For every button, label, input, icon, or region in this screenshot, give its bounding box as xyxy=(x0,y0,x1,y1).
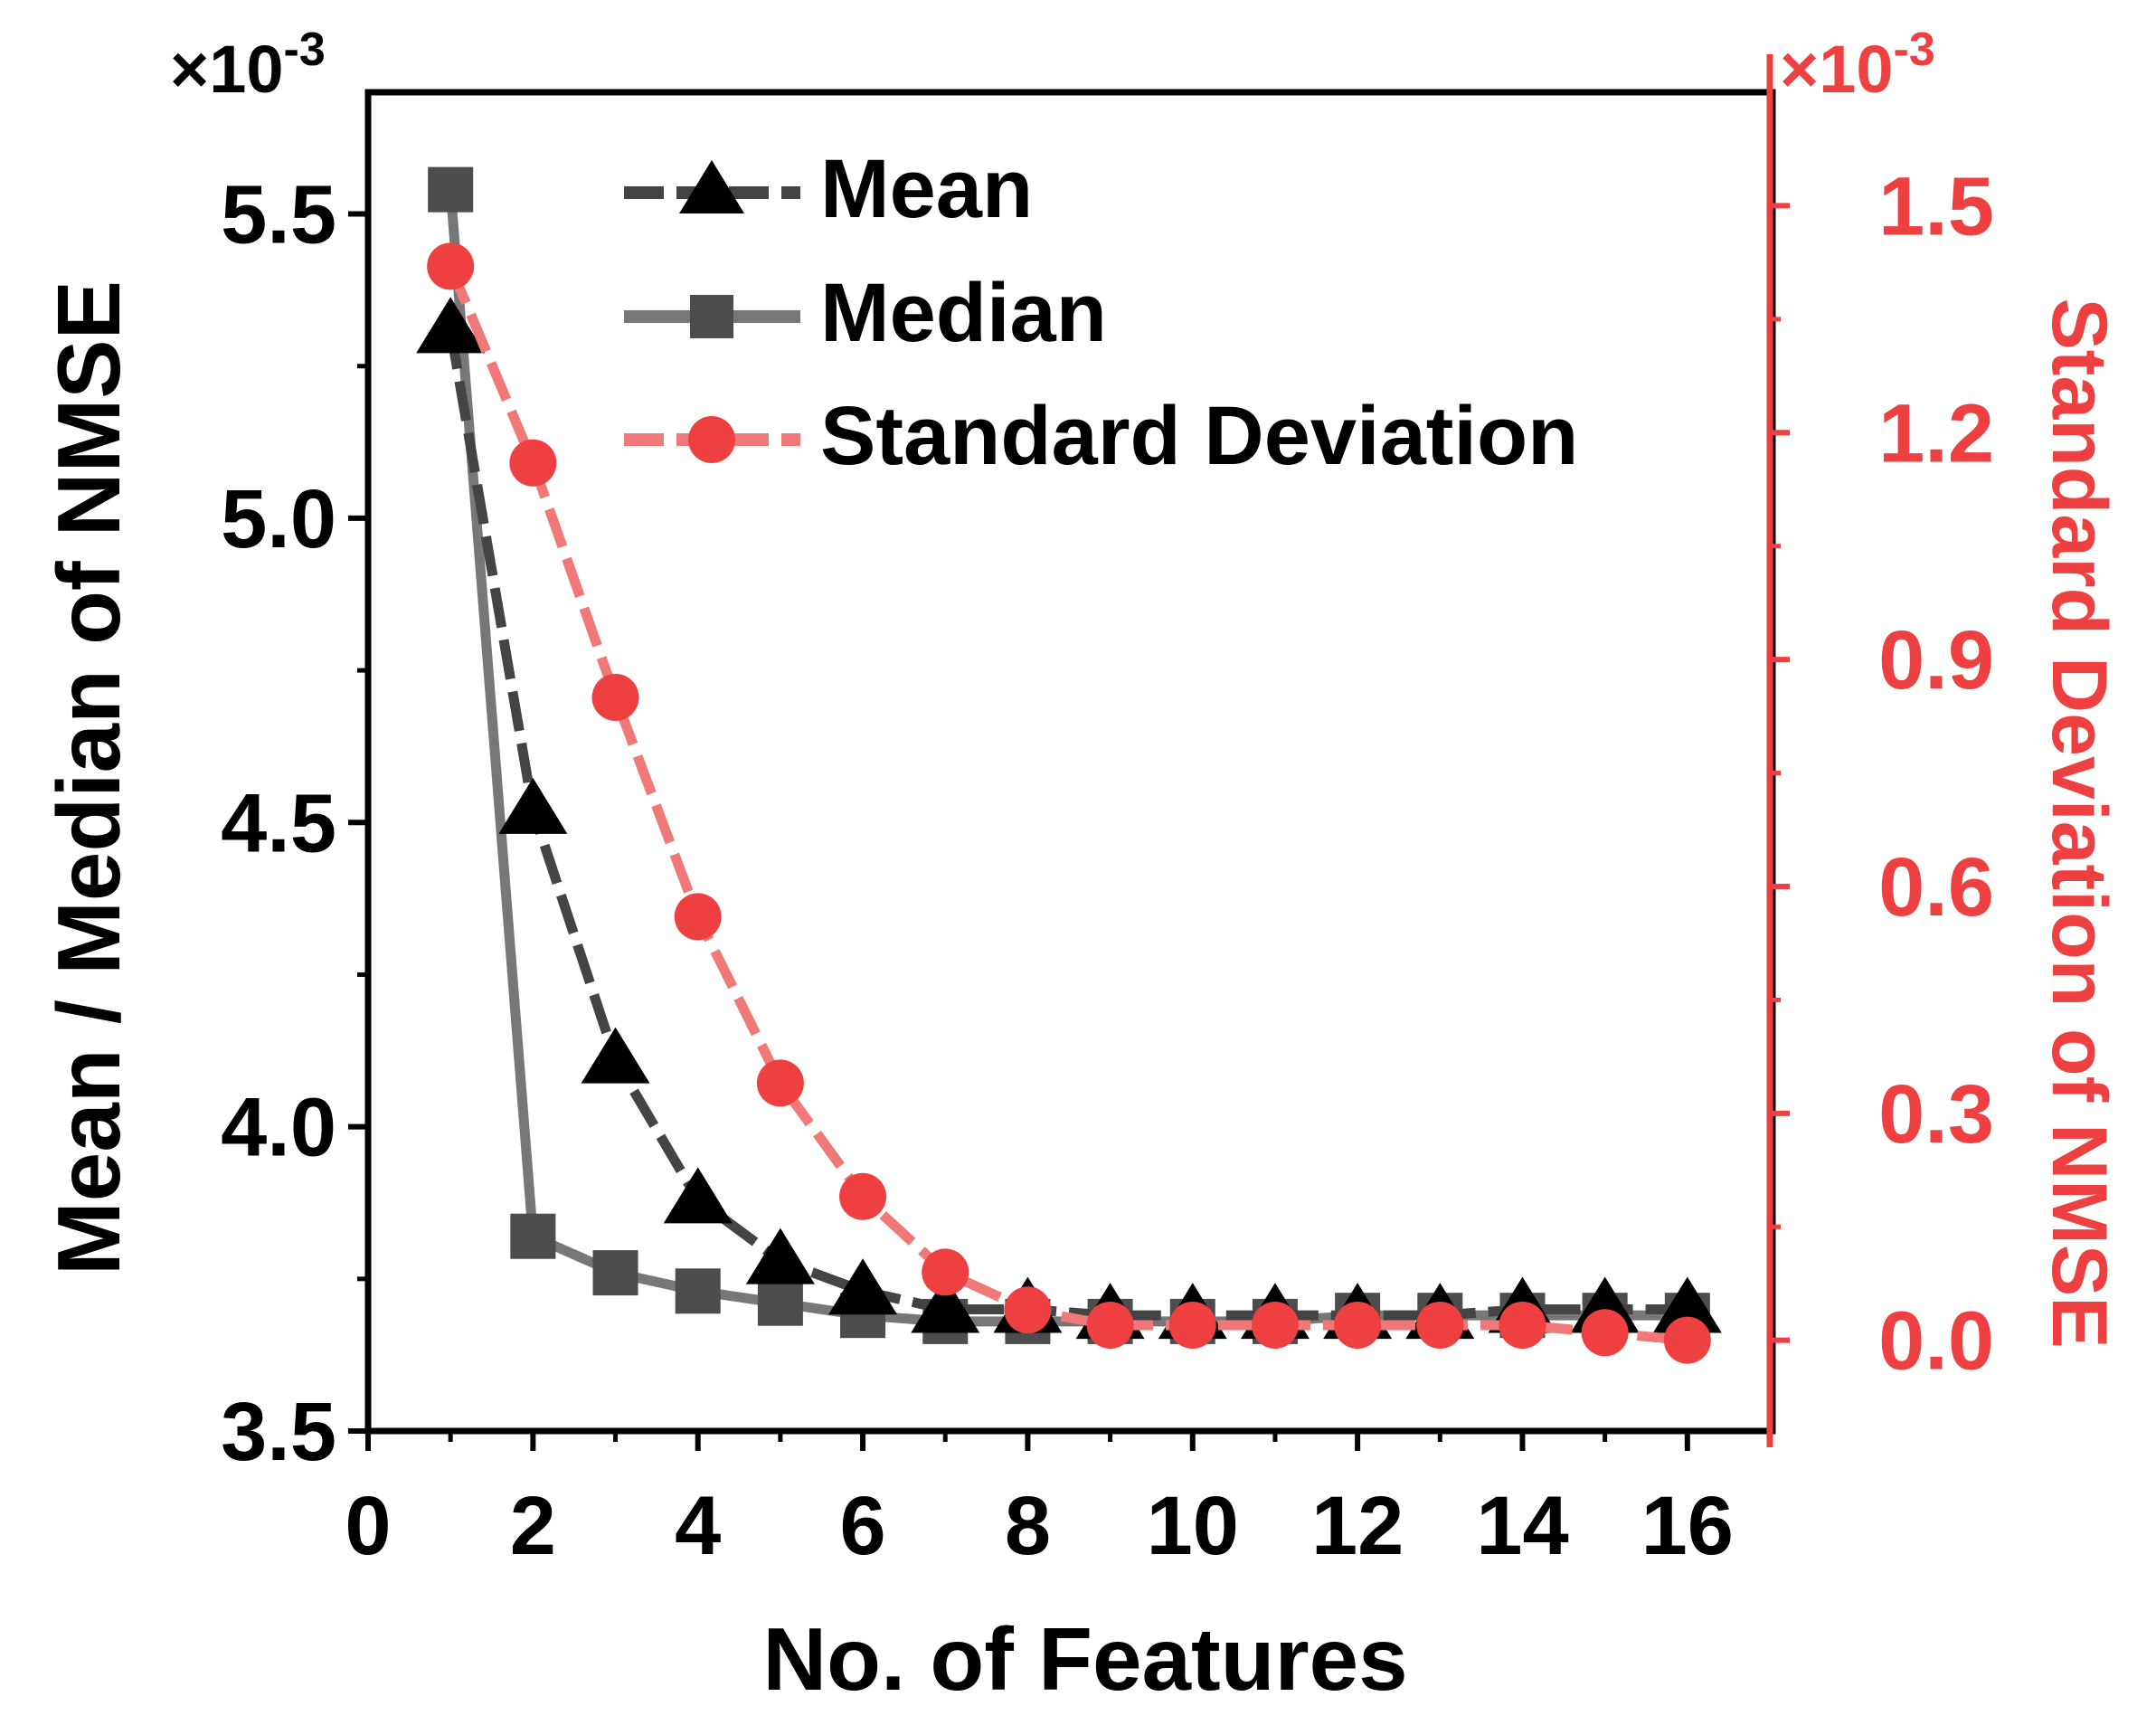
legend-item-mean: Mean xyxy=(624,143,1033,235)
data-point-mean xyxy=(581,1027,650,1084)
data-point-median xyxy=(757,1280,803,1326)
legend: Mean Median Standard Deviation xyxy=(624,143,1578,482)
y-right-tick-label: 0.0 xyxy=(1878,1295,1994,1388)
triangle-icon xyxy=(679,160,744,213)
square-icon xyxy=(690,295,733,338)
y-right-tick-label: 1.5 xyxy=(1878,160,1994,252)
left-axis-title: Mean / Median of NMSE xyxy=(39,280,138,1275)
data-point-median xyxy=(675,1268,721,1314)
data-point-median xyxy=(510,1213,556,1259)
data-point-mean xyxy=(911,1276,980,1333)
legend-label-median: Median xyxy=(820,267,1107,359)
y-right-tick-label: 0.9 xyxy=(1878,614,1994,706)
legend-item-standard-deviation: Standard Deviation xyxy=(624,390,1578,482)
data-point-standard-deviation xyxy=(509,439,557,487)
data-point-standard-deviation xyxy=(756,1059,804,1107)
data-point-mean xyxy=(745,1227,815,1284)
data-point-standard-deviation xyxy=(1663,1316,1711,1364)
data-point-mean xyxy=(416,297,486,354)
y-left-tick-label: 4.0 xyxy=(221,1082,336,1174)
series-line-median xyxy=(445,189,1688,1327)
data-point-standard-deviation xyxy=(922,1248,969,1296)
y-right-tick-label: 0.6 xyxy=(1878,841,1994,934)
data-point-standard-deviation xyxy=(1251,1301,1299,1349)
x-tick-label: 4 xyxy=(675,1480,721,1572)
data-point-standard-deviation xyxy=(674,893,722,941)
data-point-standard-deviation xyxy=(1086,1301,1134,1349)
data-point-mean xyxy=(1652,1276,1722,1333)
data-point-median xyxy=(428,166,474,213)
data-point-standard-deviation xyxy=(1004,1286,1052,1334)
data-point-mean xyxy=(828,1258,898,1315)
y-right-tick-label: 1.2 xyxy=(1878,387,1994,479)
x-tick-label: 0 xyxy=(345,1480,391,1572)
x-tick-label: 16 xyxy=(1641,1480,1734,1572)
series-line-standard-deviation xyxy=(446,264,1688,1346)
x-tick-label: 10 xyxy=(1147,1480,1239,1572)
right-axis-ticks: 0.0 0.3 0.6 0.9 1.2 1.5 xyxy=(1770,160,1994,1388)
right-axis-title: Standard Deviation of NMSE xyxy=(2036,298,2123,1348)
x-tick-label: 2 xyxy=(510,1480,556,1572)
x-tick-label: 14 xyxy=(1476,1480,1568,1572)
data-point-standard-deviation xyxy=(427,242,475,290)
left-axis-ticks: 3.5 4.0 4.5 5.0 5.5 xyxy=(221,169,368,1478)
data-point-standard-deviation xyxy=(839,1172,887,1220)
y-left-tick-label: 5.5 xyxy=(221,169,336,261)
x-tick-label: 6 xyxy=(839,1480,885,1572)
data-point-mean xyxy=(498,777,568,834)
series-layer xyxy=(416,166,1722,1364)
data-point-standard-deviation xyxy=(1499,1301,1546,1349)
x-tick-label: 8 xyxy=(1005,1480,1051,1572)
x-axis-title: No. of Features xyxy=(762,1609,1407,1709)
data-point-standard-deviation xyxy=(1334,1301,1382,1349)
data-point-median xyxy=(592,1250,638,1296)
y-right-tick-label: 0.3 xyxy=(1878,1068,1994,1161)
left-axis-multiplier: ×10-3 xyxy=(170,24,326,107)
series-line-mean xyxy=(445,328,1688,1321)
data-point-standard-deviation xyxy=(591,673,639,721)
x-tick-label: 12 xyxy=(1311,1480,1404,1572)
y-left-tick-label: 4.5 xyxy=(221,777,336,869)
circle-icon xyxy=(688,416,735,463)
data-point-standard-deviation xyxy=(1416,1301,1464,1349)
legend-label-standard-deviation: Standard Deviation xyxy=(820,390,1578,482)
x-axis-ticks: 0 2 4 6 8 10 12 14 16 xyxy=(345,1431,1734,1572)
data-point-standard-deviation xyxy=(1168,1301,1216,1349)
right-axis-multiplier: ×10-3 xyxy=(1780,24,1935,107)
data-point-standard-deviation xyxy=(1581,1309,1629,1357)
y-left-tick-label: 5.0 xyxy=(221,473,336,565)
legend-item-median: Median xyxy=(624,267,1107,359)
y-left-tick-label: 3.5 xyxy=(221,1386,336,1478)
legend-label-mean: Mean xyxy=(820,143,1033,235)
data-point-mean xyxy=(663,1167,733,1224)
